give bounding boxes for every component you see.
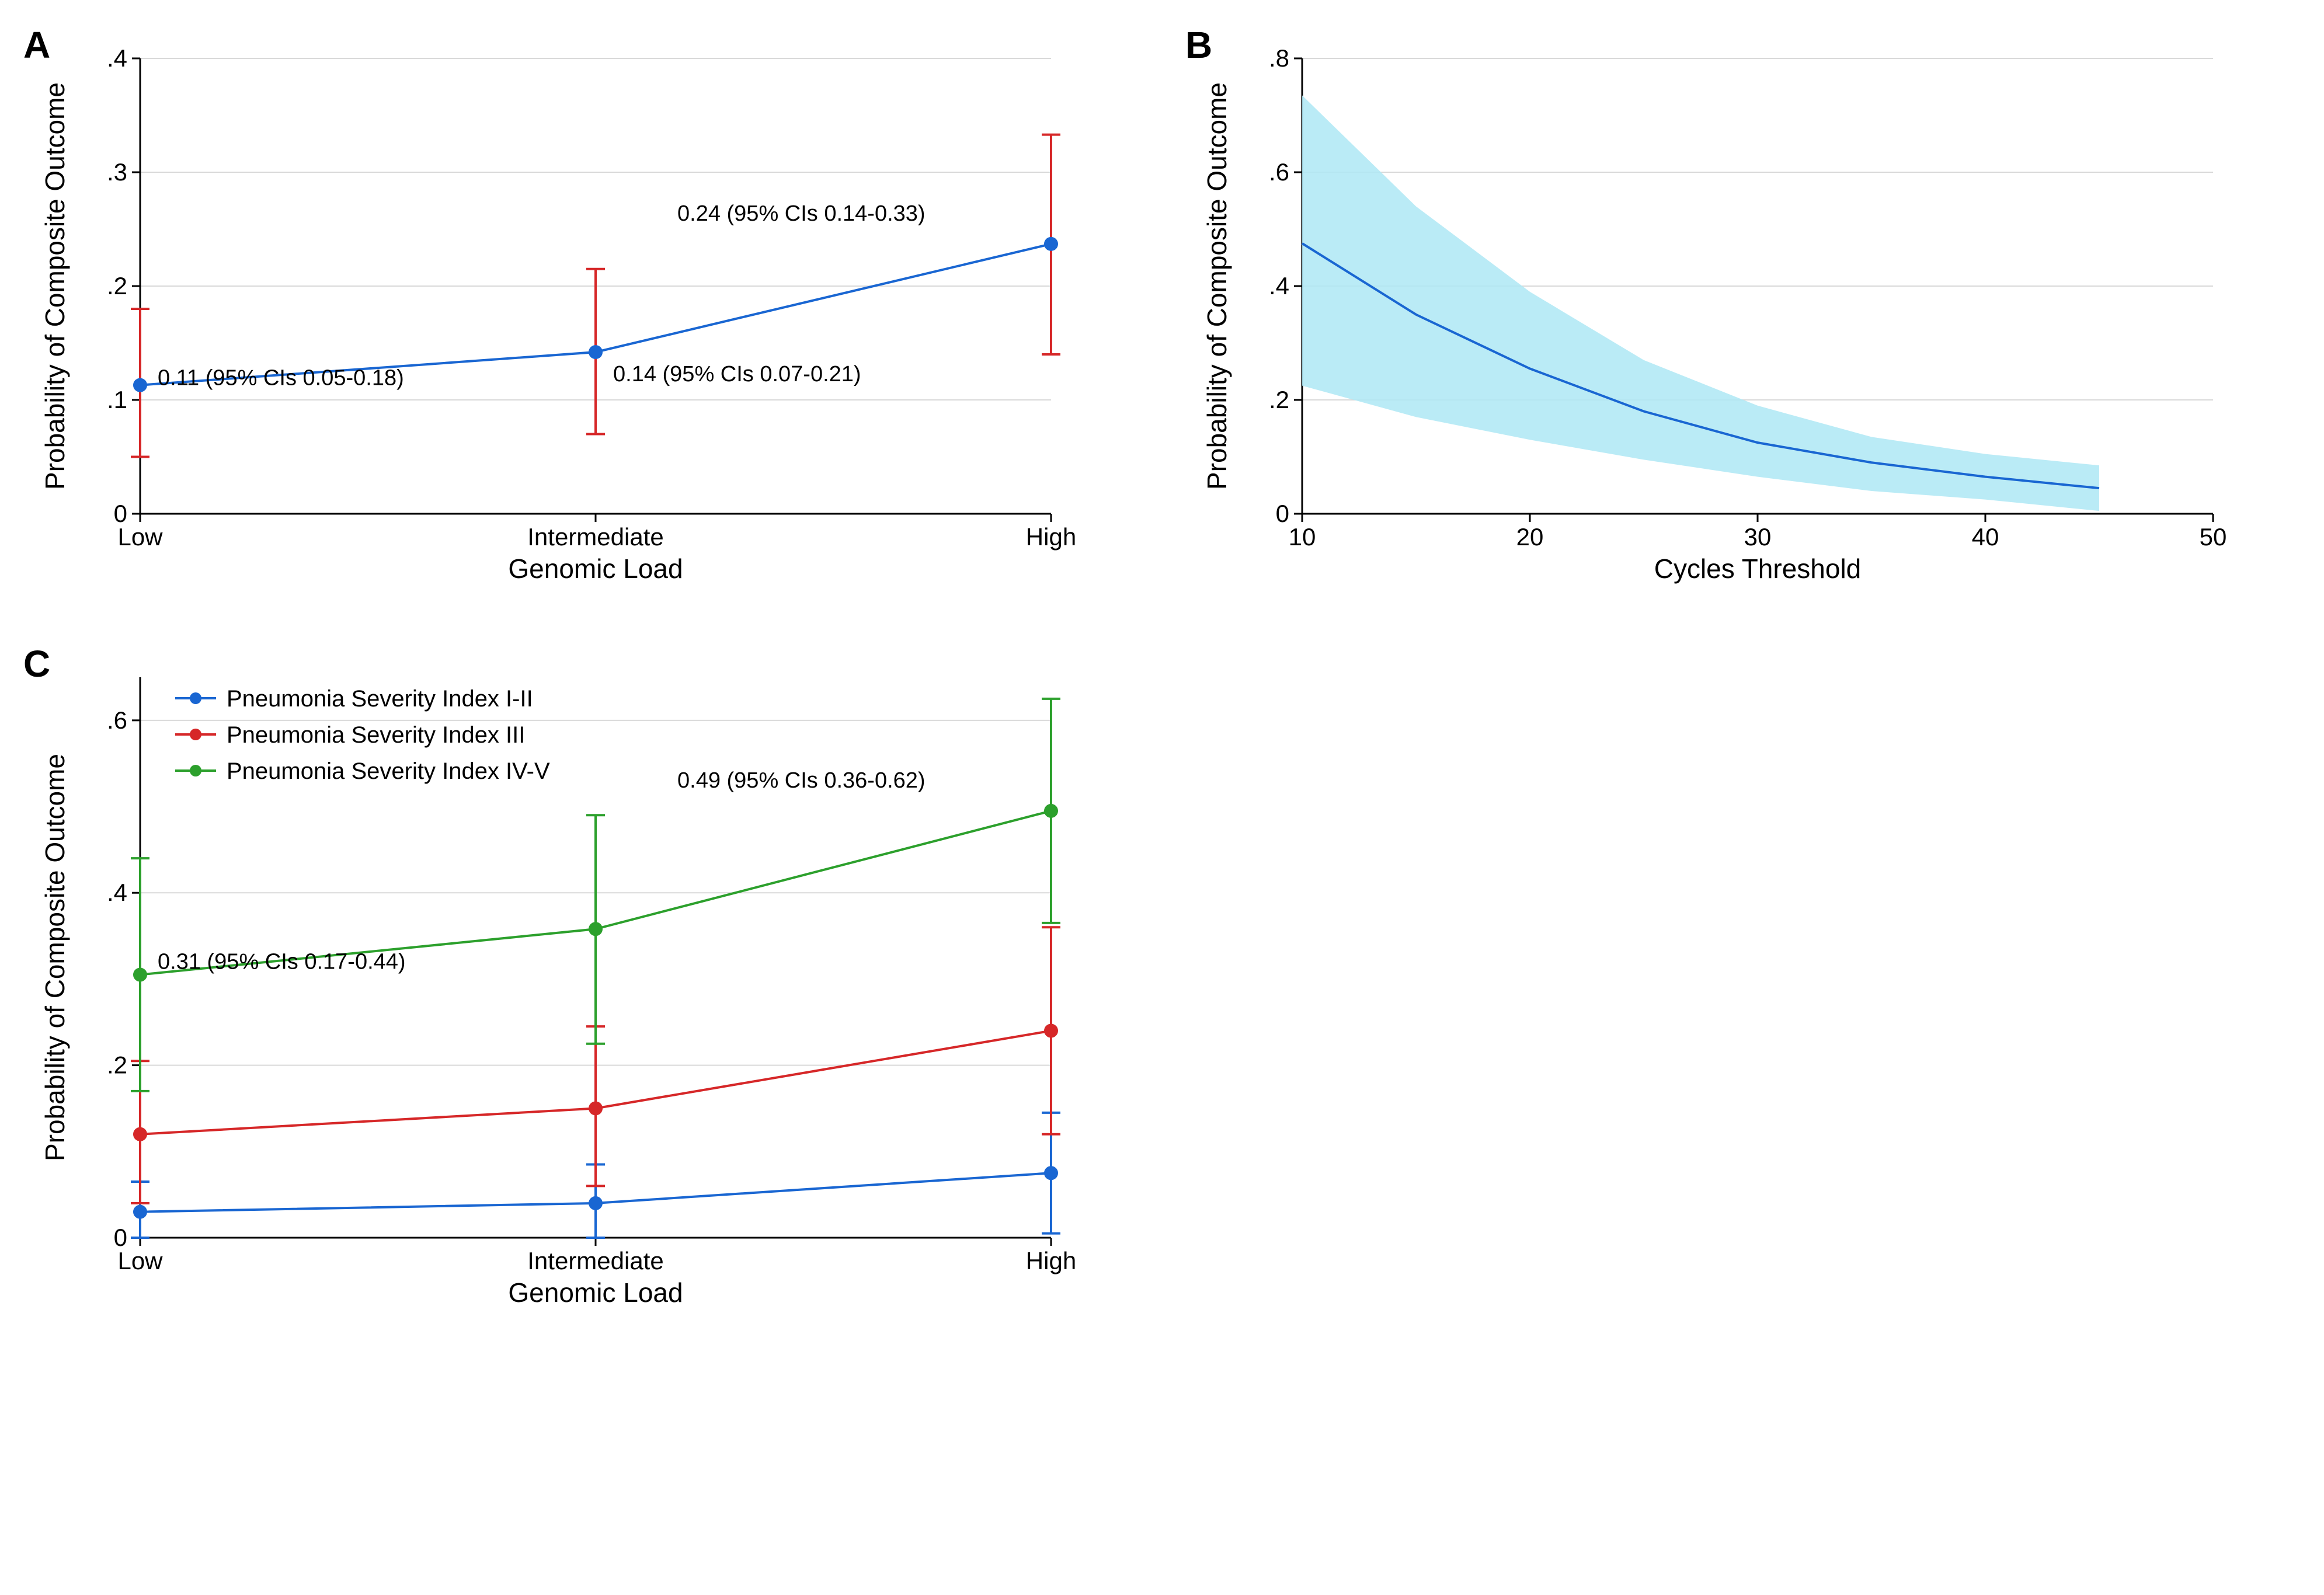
svg-text:Cycles Threshold: Cycles Threshold <box>1654 553 1862 584</box>
svg-text:.4: .4 <box>107 879 127 906</box>
svg-text:0.14 (95% CIs 0.07-0.21): 0.14 (95% CIs 0.07-0.21) <box>613 362 861 386</box>
panel-A: A 0.1.2.3.4LowIntermediateHighGenomic Lo… <box>23 23 1139 607</box>
svg-text:0: 0 <box>1276 500 1289 527</box>
svg-text:10: 10 <box>1289 523 1316 551</box>
svg-text:Pneumonia Severity Index III: Pneumonia Severity Index III <box>227 722 525 748</box>
svg-text:40: 40 <box>1972 523 1999 551</box>
svg-text:0.31 (95% CIs 0.17-0.44): 0.31 (95% CIs 0.17-0.44) <box>158 950 406 974</box>
svg-text:0.24 (95% CIs 0.14-0.33): 0.24 (95% CIs 0.14-0.33) <box>677 201 926 226</box>
svg-text:Genomic Load: Genomic Load <box>508 1277 683 1308</box>
svg-text:Low: Low <box>117 1247 163 1274</box>
panel-C-chart: 0.2.4.6LowIntermediateHighGenomic LoadPr… <box>23 642 1086 1331</box>
svg-text:.4: .4 <box>107 44 127 72</box>
svg-text:.2: .2 <box>107 1051 127 1079</box>
panel-B: B 0 .2 .4 .6 .8 10 20 30 40 50 Cycles Threshold Pro… <box>1185 23 2301 607</box>
figure-grid: A 0 .1 .2 .3 .4 Low Intermediate High Genomic Lo… <box>23 23 2301 1331</box>
svg-text:0.11 (95% CIs 0.05-0.18): 0.11 (95% CIs 0.05-0.18) <box>158 366 404 391</box>
svg-text:.2: .2 <box>1269 386 1289 413</box>
svg-text:.3: .3 <box>107 158 127 186</box>
svg-text:20: 20 <box>1516 523 1544 551</box>
svg-text:Probability of Composite Outco: Probability of Composite Outcome <box>40 82 70 490</box>
svg-text:30: 30 <box>1744 523 1772 551</box>
svg-text:.4: .4 <box>1269 272 1289 300</box>
svg-text:High: High <box>1026 523 1076 551</box>
svg-text:.6: .6 <box>107 706 127 734</box>
svg-text:Genomic Load: Genomic Load <box>508 553 683 584</box>
svg-text:.6: .6 <box>1269 158 1289 186</box>
panel-A-label: A <box>23 23 50 67</box>
panel-A-chart: 0.1.2.3.4LowIntermediateHighGenomic Load… <box>23 23 1086 607</box>
svg-text:Probability of Composite Outco: Probability of Composite Outcome <box>1202 82 1232 490</box>
svg-text:.1: .1 <box>107 386 127 413</box>
svg-text:Pneumonia Severity Index I-II: Pneumonia Severity Index I-II <box>227 686 533 712</box>
panel-B-label: B <box>1185 23 1212 67</box>
svg-text:Intermediate: Intermediate <box>527 1247 663 1274</box>
svg-text:Low: Low <box>117 523 163 551</box>
svg-text:50: 50 <box>2200 523 2227 551</box>
svg-text:Intermediate: Intermediate <box>527 523 663 551</box>
svg-text:0.49 (95% CIs 0.36-0.62): 0.49 (95% CIs 0.36-0.62) <box>677 768 926 793</box>
svg-text:.2: .2 <box>107 272 127 300</box>
svg-text:Pneumonia Severity Index IV-V: Pneumonia Severity Index IV-V <box>227 758 550 784</box>
panel-B-chart: 0 .2 .4 .6 .8 10 20 30 40 50 Cycles Threshold Proba… <box>1185 23 2248 607</box>
svg-text:Probability of Composite Outco: Probability of Composite Outcome <box>40 754 70 1161</box>
panel-C-label: C <box>23 642 50 685</box>
svg-text:.8: .8 <box>1269 44 1289 72</box>
svg-text:High: High <box>1026 1247 1076 1274</box>
panel-C: C 0.2.4.6LowIntermediateHighGenomic Load… <box>23 642 1139 1331</box>
